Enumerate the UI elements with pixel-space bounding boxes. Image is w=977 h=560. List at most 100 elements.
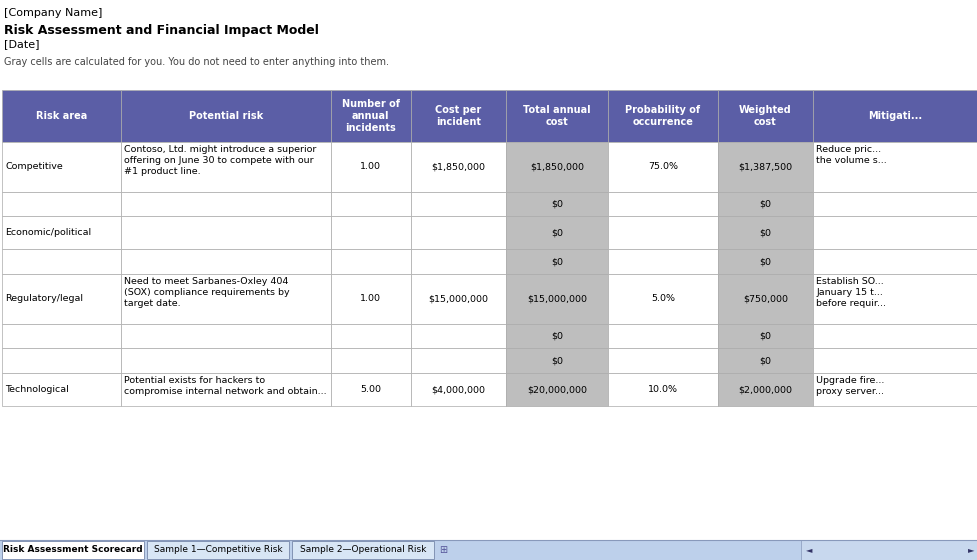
Bar — [121, 216, 330, 249]
Bar — [410, 373, 506, 406]
Bar — [801, 540, 977, 560]
Bar — [410, 90, 506, 142]
Text: $0: $0 — [759, 199, 772, 208]
Bar — [718, 142, 813, 192]
Text: ►: ► — [968, 545, 974, 554]
Bar — [330, 249, 410, 274]
Bar — [718, 348, 813, 373]
Bar — [813, 192, 977, 216]
Text: 1.00: 1.00 — [361, 294, 381, 304]
Bar — [609, 249, 718, 274]
Bar — [2, 216, 121, 249]
Text: Risk area: Risk area — [36, 111, 87, 121]
Bar — [718, 216, 813, 249]
Bar — [813, 90, 977, 142]
Bar — [330, 348, 410, 373]
Bar — [813, 373, 977, 406]
Text: $4,000,000: $4,000,000 — [431, 385, 486, 394]
Text: $750,000: $750,000 — [743, 294, 787, 304]
Text: $0: $0 — [759, 356, 772, 365]
Text: [Date]: [Date] — [4, 39, 39, 49]
Text: Reduce pric...
the volume s...: Reduce pric... the volume s... — [816, 145, 887, 165]
Bar — [121, 348, 330, 373]
Bar — [718, 274, 813, 324]
Bar — [410, 324, 506, 348]
Text: Sample 1—Competitive Risk: Sample 1—Competitive Risk — [153, 545, 282, 554]
Bar — [2, 274, 121, 324]
Text: 75.0%: 75.0% — [648, 162, 678, 171]
Bar — [410, 348, 506, 373]
Bar — [121, 142, 330, 192]
Text: Competitive: Competitive — [5, 162, 63, 171]
Text: Total annual
cost: Total annual cost — [524, 105, 591, 127]
Bar — [609, 373, 718, 406]
Text: Economic/political: Economic/political — [5, 228, 91, 237]
Bar — [609, 348, 718, 373]
Text: Sample 2—Operational Risk: Sample 2—Operational Risk — [300, 545, 426, 554]
Text: ⊞: ⊞ — [439, 545, 447, 555]
Bar — [121, 192, 330, 216]
Text: Upgrade fire...
proxy server...: Upgrade fire... proxy server... — [816, 376, 884, 396]
Text: $0: $0 — [551, 356, 564, 365]
Bar — [718, 373, 813, 406]
Bar — [330, 274, 410, 324]
Text: Contoso, Ltd. might introduce a superior
offering on June 30 to compete with our: Contoso, Ltd. might introduce a superior… — [124, 145, 317, 175]
Bar — [330, 192, 410, 216]
Bar — [506, 373, 609, 406]
Text: Technological: Technological — [5, 385, 68, 394]
Text: Weighted
cost: Weighted cost — [739, 105, 791, 127]
Text: $0: $0 — [759, 257, 772, 266]
Text: 10.0%: 10.0% — [648, 385, 678, 394]
Bar — [121, 274, 330, 324]
Bar — [330, 216, 410, 249]
Bar — [2, 324, 121, 348]
Bar — [609, 274, 718, 324]
Text: Gray cells are calculated for you. You do not need to enter anything into them.: Gray cells are calculated for you. You d… — [4, 57, 389, 67]
Text: Cost per
incident: Cost per incident — [435, 105, 482, 127]
Text: Risk Assessment Scorecard: Risk Assessment Scorecard — [3, 545, 143, 554]
Bar — [609, 142, 718, 192]
Bar — [718, 90, 813, 142]
Text: Establish SO...
January 15 t...
before requir...: Establish SO... January 15 t... before r… — [816, 277, 886, 307]
Text: $0: $0 — [551, 199, 564, 208]
Bar — [813, 142, 977, 192]
Bar — [506, 90, 609, 142]
Bar — [2, 90, 121, 142]
Text: [Company Name]: [Company Name] — [4, 8, 103, 18]
Bar — [609, 324, 718, 348]
Bar — [2, 192, 121, 216]
Text: Potential exists for hackers to
compromise internal network and obtain...: Potential exists for hackers to compromi… — [124, 376, 326, 396]
Bar — [330, 90, 410, 142]
Bar — [121, 249, 330, 274]
Text: Risk Assessment and Financial Impact Model: Risk Assessment and Financial Impact Mod… — [4, 24, 319, 37]
Text: Need to meet Sarbanes-Oxley 404
(SOX) compliance requirements by
target date.: Need to meet Sarbanes-Oxley 404 (SOX) co… — [124, 277, 289, 307]
Text: 5.00: 5.00 — [361, 385, 381, 394]
Bar — [2, 373, 121, 406]
Bar — [292, 541, 434, 559]
Bar — [609, 216, 718, 249]
Bar — [609, 192, 718, 216]
Text: $15,000,000: $15,000,000 — [428, 294, 488, 304]
Text: $20,000,000: $20,000,000 — [528, 385, 587, 394]
Text: Probability of
occurrence: Probability of occurrence — [625, 105, 701, 127]
Text: $1,387,500: $1,387,500 — [739, 162, 792, 171]
Bar — [330, 142, 410, 192]
Bar — [410, 216, 506, 249]
Bar — [410, 142, 506, 192]
Bar — [2, 142, 121, 192]
Text: $1,850,000: $1,850,000 — [431, 162, 486, 171]
Bar — [2, 541, 144, 559]
Bar — [813, 348, 977, 373]
Text: Potential risk: Potential risk — [189, 111, 263, 121]
Text: ◄: ◄ — [806, 545, 813, 554]
Text: Mitigati...: Mitigati... — [868, 111, 922, 121]
Text: $0: $0 — [551, 257, 564, 266]
Bar — [121, 90, 330, 142]
Bar — [506, 192, 609, 216]
Text: $15,000,000: $15,000,000 — [528, 294, 587, 304]
Bar — [410, 249, 506, 274]
Bar — [410, 274, 506, 324]
Bar — [330, 324, 410, 348]
Text: $1,850,000: $1,850,000 — [531, 162, 584, 171]
Bar — [813, 249, 977, 274]
